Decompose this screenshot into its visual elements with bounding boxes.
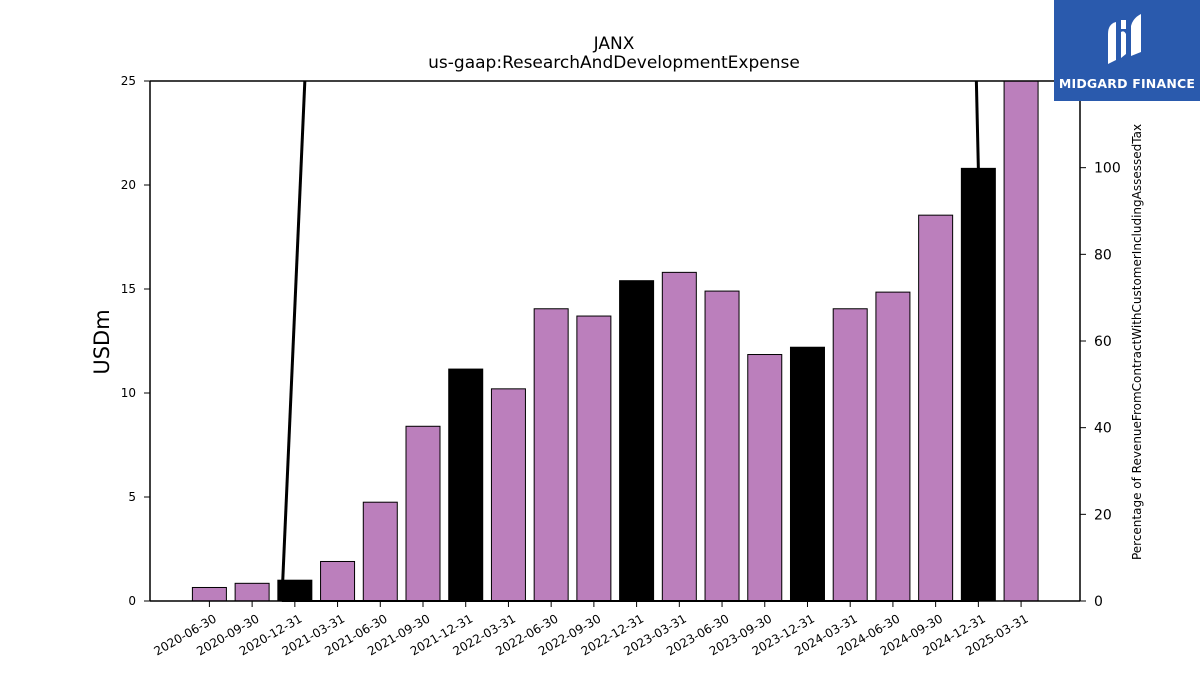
y-tick-label: 0: [128, 594, 136, 608]
y2-tick-label: 40: [1094, 421, 1112, 437]
y-tick-label: 15: [121, 282, 136, 296]
chart-subtitle: us-gaap:ResearchAndDevelopmentExpense: [428, 53, 800, 73]
chart-title: JANX: [593, 34, 635, 54]
bar-2022-09-30: [576, 315, 612, 602]
bar-2023-06-30: [704, 290, 740, 602]
bar-2021-06-30: [362, 501, 398, 602]
y2-tick-label: 80: [1094, 247, 1112, 263]
bar-2021-09-30: [405, 425, 441, 602]
bar-2024-03-31: [832, 308, 868, 602]
y2-tick-label: 100: [1094, 161, 1121, 177]
bar-2020-06-30: [191, 586, 227, 602]
y2-tick-label: 0: [1094, 594, 1103, 610]
bar-2022-03-31: [490, 388, 526, 602]
y-tick-label: 20: [121, 178, 136, 192]
y-tick-label: 25: [121, 74, 136, 88]
y-axis-label: USDm: [90, 309, 114, 374]
y-tick-label: 5: [128, 490, 136, 504]
y2-tick-label: 20: [1094, 507, 1112, 523]
bar-2023-12-31: [789, 346, 825, 602]
logo-text: MIDGARD FINANCE: [1058, 76, 1196, 91]
logo-mark-icon: [1108, 14, 1141, 64]
bar-2021-03-31: [320, 560, 356, 602]
bar-2024-12-31: [960, 167, 996, 602]
bar-2023-09-30: [747, 354, 783, 602]
line-segment-drop: [974, 80, 980, 169]
bars-group: [191, 80, 1039, 602]
bar-2025-03-31: [1003, 80, 1039, 602]
brand-logo: MIDGARD FINANCE: [1054, 0, 1200, 101]
y2-tick-label: 60: [1094, 334, 1112, 350]
bar-2021-12-31: [448, 368, 484, 602]
y-tick-label: 10: [121, 386, 136, 400]
bar-2022-12-31: [619, 280, 655, 602]
bar-2023-03-31: [661, 271, 697, 602]
bar-2020-09-30: [234, 582, 270, 602]
line-segment-rise: [280, 80, 307, 602]
y2-axis-label: Percentage of RevenueFromContractWithCus…: [1130, 124, 1144, 560]
bar-2024-09-30: [918, 214, 954, 602]
bar-2024-06-30: [875, 291, 911, 602]
bar-2022-06-30: [533, 308, 569, 602]
